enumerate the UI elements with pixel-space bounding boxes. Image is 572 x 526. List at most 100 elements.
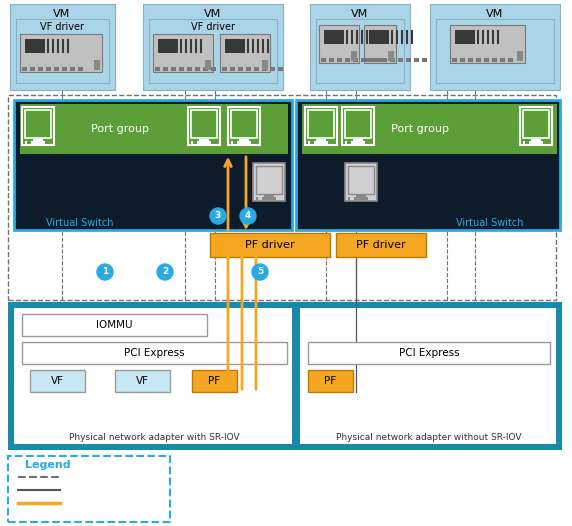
- Bar: [203, 67, 208, 71]
- Bar: [220, 34, 270, 72]
- Bar: [388, 51, 394, 61]
- Text: PCI Express: PCI Express: [124, 348, 184, 358]
- Bar: [278, 67, 283, 71]
- Bar: [30, 67, 35, 71]
- Bar: [531, 139, 541, 144]
- Circle shape: [240, 208, 256, 224]
- Text: Virtual Switch: Virtual Switch: [456, 218, 524, 228]
- Bar: [179, 67, 184, 71]
- Text: PF driver: PF driver: [356, 240, 406, 250]
- Bar: [191, 110, 217, 138]
- Bar: [197, 141, 199, 144]
- Bar: [500, 58, 505, 62]
- Bar: [414, 58, 419, 62]
- Bar: [390, 58, 395, 62]
- Bar: [237, 141, 239, 144]
- Bar: [455, 30, 475, 44]
- Bar: [14, 100, 292, 230]
- Bar: [8, 95, 556, 300]
- Bar: [492, 58, 497, 62]
- Bar: [253, 163, 285, 201]
- Bar: [308, 370, 353, 392]
- Bar: [264, 195, 274, 200]
- Bar: [37, 141, 39, 144]
- Text: Port group: Port group: [91, 124, 149, 134]
- Text: 2: 2: [162, 268, 168, 277]
- Bar: [70, 67, 75, 71]
- Bar: [369, 58, 374, 62]
- Text: PF driver: PF driver: [245, 240, 295, 250]
- Bar: [336, 233, 426, 257]
- Text: Legend: Legend: [25, 460, 70, 470]
- Bar: [188, 107, 220, 145]
- Bar: [523, 141, 525, 144]
- Bar: [517, 51, 523, 61]
- Bar: [8, 456, 170, 522]
- Bar: [357, 141, 359, 144]
- Text: VF driver: VF driver: [40, 22, 84, 32]
- Bar: [326, 141, 328, 144]
- Bar: [16, 19, 109, 83]
- Bar: [345, 110, 371, 138]
- Bar: [225, 39, 245, 53]
- Bar: [153, 34, 213, 72]
- Bar: [155, 67, 160, 71]
- Bar: [262, 60, 268, 70]
- Bar: [360, 197, 362, 200]
- Text: PF: PF: [324, 376, 336, 386]
- Bar: [46, 67, 51, 71]
- Bar: [209, 141, 211, 144]
- Bar: [364, 25, 396, 63]
- Bar: [535, 141, 537, 144]
- Bar: [33, 139, 43, 144]
- Bar: [14, 308, 292, 444]
- Text: 3: 3: [215, 211, 221, 220]
- Bar: [254, 67, 259, 71]
- Text: PF: PF: [208, 376, 220, 386]
- Text: Physical network adapter without SR-IOV: Physical network adapter without SR-IOV: [336, 432, 522, 441]
- Bar: [345, 141, 347, 144]
- Bar: [300, 308, 556, 444]
- Bar: [345, 163, 377, 201]
- Bar: [320, 141, 322, 144]
- Bar: [22, 342, 287, 364]
- Circle shape: [252, 264, 268, 280]
- Bar: [62, 67, 67, 71]
- Circle shape: [210, 208, 226, 224]
- Bar: [228, 107, 260, 145]
- Bar: [31, 141, 33, 144]
- Bar: [210, 233, 330, 257]
- Bar: [195, 67, 200, 71]
- Bar: [54, 67, 59, 71]
- Bar: [337, 58, 342, 62]
- Bar: [351, 51, 357, 61]
- Bar: [329, 58, 334, 62]
- Circle shape: [97, 264, 113, 280]
- Bar: [246, 67, 251, 71]
- Bar: [38, 67, 43, 71]
- Bar: [249, 141, 251, 144]
- Bar: [366, 58, 371, 62]
- Bar: [321, 58, 326, 62]
- Bar: [436, 19, 554, 83]
- Bar: [308, 342, 550, 364]
- Bar: [382, 58, 387, 62]
- Bar: [353, 139, 363, 144]
- Bar: [78, 67, 83, 71]
- Bar: [363, 141, 365, 144]
- Bar: [374, 58, 379, 62]
- Bar: [22, 67, 27, 71]
- Bar: [8, 302, 562, 450]
- Bar: [345, 58, 350, 62]
- Bar: [30, 370, 85, 392]
- Bar: [316, 19, 404, 83]
- Bar: [348, 166, 374, 194]
- Bar: [342, 107, 374, 145]
- Bar: [353, 58, 358, 62]
- Bar: [25, 39, 45, 53]
- Text: VM: VM: [486, 9, 503, 19]
- Bar: [238, 67, 243, 71]
- Bar: [361, 58, 366, 62]
- Bar: [171, 67, 176, 71]
- Bar: [20, 104, 288, 154]
